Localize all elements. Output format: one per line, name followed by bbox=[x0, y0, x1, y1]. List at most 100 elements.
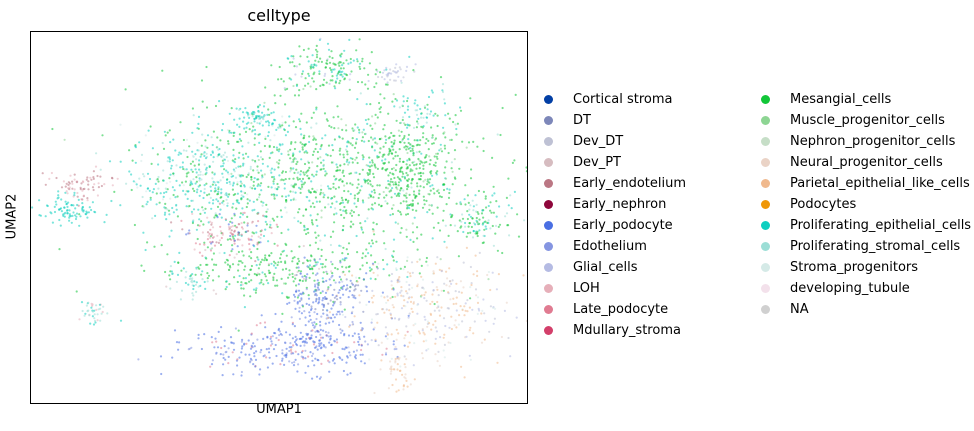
scatter-point bbox=[402, 100, 405, 103]
scatter-point bbox=[413, 164, 416, 167]
scatter-point bbox=[254, 365, 257, 368]
scatter-point bbox=[341, 171, 344, 174]
scatter-point bbox=[237, 263, 240, 266]
scatter-point bbox=[236, 358, 239, 361]
scatter-point bbox=[321, 336, 324, 339]
scatter-point bbox=[273, 168, 276, 171]
scatter-point bbox=[300, 75, 303, 78]
scatter-point bbox=[451, 183, 454, 186]
scatter-point bbox=[67, 183, 70, 187]
scatter-point bbox=[164, 202, 167, 205]
scatter-point bbox=[344, 210, 347, 213]
scatter-point bbox=[371, 138, 374, 141]
scatter-point bbox=[300, 183, 303, 186]
scatter-point bbox=[135, 183, 138, 186]
scatter-point bbox=[247, 339, 250, 342]
scatter-point bbox=[260, 229, 263, 232]
scatter-point bbox=[372, 294, 375, 297]
scatter-point bbox=[337, 62, 340, 65]
scatter-point bbox=[321, 303, 324, 306]
scatter-point bbox=[385, 347, 388, 350]
scatter-point bbox=[489, 305, 492, 308]
scatter-point bbox=[308, 276, 311, 279]
scatter-point bbox=[453, 324, 456, 327]
scatter-point bbox=[358, 62, 362, 65]
scatter-point bbox=[394, 183, 397, 186]
scatter-point bbox=[330, 197, 333, 200]
scatter-point bbox=[305, 288, 308, 291]
scatter-point bbox=[398, 66, 401, 69]
scatter-point bbox=[472, 209, 475, 212]
scatter-point bbox=[304, 357, 307, 360]
scatter-point bbox=[264, 326, 267, 329]
scatter-point bbox=[340, 213, 343, 217]
scatter-point bbox=[333, 68, 336, 71]
scatter-point bbox=[254, 187, 257, 190]
scatter-point bbox=[172, 211, 175, 214]
legend-marker bbox=[761, 95, 770, 104]
scatter-point bbox=[227, 362, 230, 365]
scatter-point bbox=[388, 72, 391, 75]
scatter-point bbox=[211, 269, 214, 272]
scatter-point bbox=[458, 167, 461, 170]
scatter-point bbox=[329, 284, 332, 287]
scatter-point bbox=[370, 254, 373, 257]
scatter-point bbox=[92, 188, 95, 192]
scatter-point bbox=[379, 106, 382, 109]
scatter-point bbox=[211, 143, 214, 147]
scatter-point bbox=[318, 298, 321, 301]
scatter-point bbox=[276, 284, 279, 287]
scatter-point bbox=[391, 213, 394, 216]
scatter-point bbox=[124, 88, 127, 91]
scatter-point bbox=[200, 79, 204, 82]
scatter-point bbox=[168, 213, 171, 216]
scatter-point bbox=[203, 280, 206, 284]
scatter-point bbox=[288, 360, 291, 363]
scatter-point bbox=[379, 111, 382, 114]
scatter-point bbox=[341, 201, 345, 204]
scatter-point bbox=[204, 145, 207, 148]
scatter-point bbox=[378, 137, 381, 141]
scatter-point bbox=[238, 151, 241, 154]
scatter-point bbox=[271, 217, 274, 220]
scatter-point bbox=[314, 196, 317, 199]
scatter-point bbox=[191, 187, 195, 190]
scatter-point bbox=[466, 217, 469, 221]
scatter-point bbox=[469, 286, 472, 289]
scatter-point bbox=[343, 257, 347, 260]
legend-item: Proliferating_stromal_cells bbox=[757, 236, 971, 257]
scatter-point bbox=[233, 239, 236, 242]
scatter-point bbox=[301, 146, 304, 149]
scatter-point bbox=[449, 224, 452, 227]
scatter-point bbox=[162, 169, 165, 172]
scatter-point bbox=[257, 106, 260, 109]
scatter-point bbox=[484, 319, 487, 322]
scatter-point bbox=[315, 106, 318, 109]
scatter-point bbox=[313, 290, 316, 293]
scatter-point bbox=[288, 115, 291, 118]
scatter-point bbox=[64, 185, 67, 188]
scatter-point bbox=[405, 235, 408, 238]
scatter-point bbox=[243, 211, 246, 214]
scatter-point bbox=[318, 344, 321, 348]
scatter-point bbox=[401, 118, 404, 122]
scatter-point bbox=[226, 238, 229, 241]
scatter-point bbox=[423, 293, 426, 296]
scatter-point bbox=[367, 252, 370, 255]
scatter-point bbox=[306, 55, 309, 59]
scatter-point bbox=[418, 167, 421, 170]
scatter-point bbox=[410, 307, 413, 310]
scatter-point bbox=[376, 321, 379, 324]
scatter-point bbox=[274, 332, 277, 335]
scatter-point bbox=[103, 183, 106, 186]
scatter-point bbox=[362, 201, 365, 204]
scatter-point bbox=[425, 116, 428, 119]
scatter-point bbox=[465, 235, 468, 238]
scatter-point bbox=[184, 276, 187, 279]
scatter-point bbox=[462, 286, 465, 289]
scatter-point bbox=[131, 159, 134, 162]
scatter-point bbox=[389, 180, 392, 183]
scatter-point bbox=[199, 212, 202, 215]
scatter-point bbox=[476, 296, 480, 299]
scatter-point bbox=[422, 195, 425, 198]
